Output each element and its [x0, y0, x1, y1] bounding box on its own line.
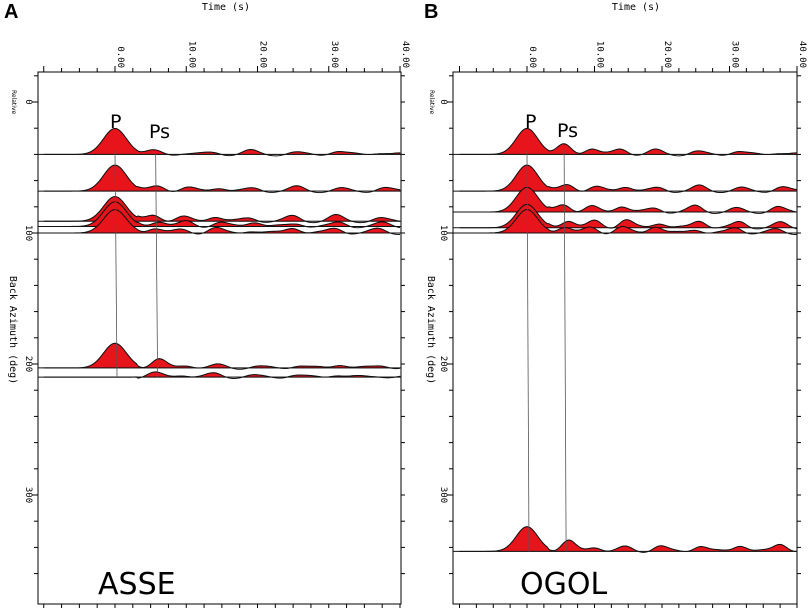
- x-tick-label: 30.00: [730, 41, 740, 68]
- pick-line-ps: [155, 150, 159, 378]
- x-tick-label: 0.00: [115, 46, 125, 68]
- pick-group-a: [114, 150, 159, 378]
- y-tick-label: 100: [438, 225, 448, 241]
- pick-group-b: [526, 150, 567, 552]
- trace-line: [459, 526, 798, 553]
- y-axis-title-a: Back Azimuth (deg): [7, 276, 18, 384]
- y-tick-label: 200: [438, 356, 448, 372]
- y-tick-label: 100: [23, 225, 33, 241]
- trace-fill: [43, 128, 401, 155]
- panel-letter-b: B: [424, 1, 438, 23]
- station-label-a: ASSE: [98, 567, 176, 602]
- trace-line: [43, 196, 401, 224]
- tick-group-a: 0.00 10.00 20.00 30.00 40.00 0 100 200 300: [23, 41, 410, 608]
- x-axis-title-a: Time (s): [202, 2, 250, 13]
- pick-line-ps: [563, 150, 567, 552]
- x-tick-label: 10.00: [186, 41, 196, 68]
- phase-label-ps-b: Ps: [557, 120, 578, 142]
- panel-letter-a: A: [4, 1, 18, 23]
- x-tick-label: 0.00: [527, 46, 537, 68]
- x-axis-title-b: Time (s): [612, 2, 660, 13]
- trace-fill: [43, 196, 401, 222]
- relative-label-a: Relative: [10, 90, 17, 115]
- station-label-b: OGOL: [520, 567, 607, 602]
- y-tick-label: 300: [23, 487, 33, 503]
- trace-fill: [43, 164, 401, 192]
- y-tick-label: 200: [23, 356, 33, 372]
- trace-group-b: [453, 127, 798, 553]
- pick-line-p: [114, 150, 118, 378]
- trace-line: [459, 203, 798, 230]
- y-axis-title-b: Back Azimuth (deg): [425, 276, 436, 384]
- y-tick-label: 0: [438, 99, 448, 104]
- trace-line: [43, 201, 401, 229]
- x-tick-label: 30.00: [329, 41, 339, 68]
- x-tick-label: 20.00: [258, 41, 268, 68]
- trace-line: [459, 186, 798, 214]
- y-tick-label: 0: [23, 99, 33, 104]
- x-tick-label: 10.00: [595, 41, 605, 68]
- trace-line: [43, 209, 401, 235]
- trace-line: [43, 342, 401, 370]
- x-tick-label: 40.00: [400, 41, 410, 68]
- x-tick-label: 20.00: [662, 41, 672, 68]
- trace-line: [459, 209, 798, 235]
- phase-label-ps-a: Ps: [149, 121, 170, 143]
- trace-line: [459, 164, 798, 194]
- panel-a: A Time (s) Relative Back Azimuth (deg) 0…: [4, 1, 410, 608]
- x-tick-label: 40.00: [797, 41, 807, 68]
- phase-label-p-a: P: [110, 111, 121, 133]
- pick-line-p: [526, 150, 530, 552]
- phase-label-p-b: P: [525, 111, 536, 133]
- trace-fill: [459, 164, 798, 192]
- trace-line: [43, 164, 401, 194]
- panel-b: B Time (s) Relative Back Azimuth (deg) 0…: [424, 1, 807, 608]
- trace-fill: [459, 128, 798, 155]
- relative-label-b: Relative: [428, 90, 435, 115]
- trace-line: [459, 127, 798, 157]
- trace-group-a: [38, 127, 401, 379]
- tick-group-b: 0.00 10.00 20.00 30.00 40.00 0 100 200 300: [438, 41, 807, 608]
- y-tick-label: 300: [438, 487, 448, 503]
